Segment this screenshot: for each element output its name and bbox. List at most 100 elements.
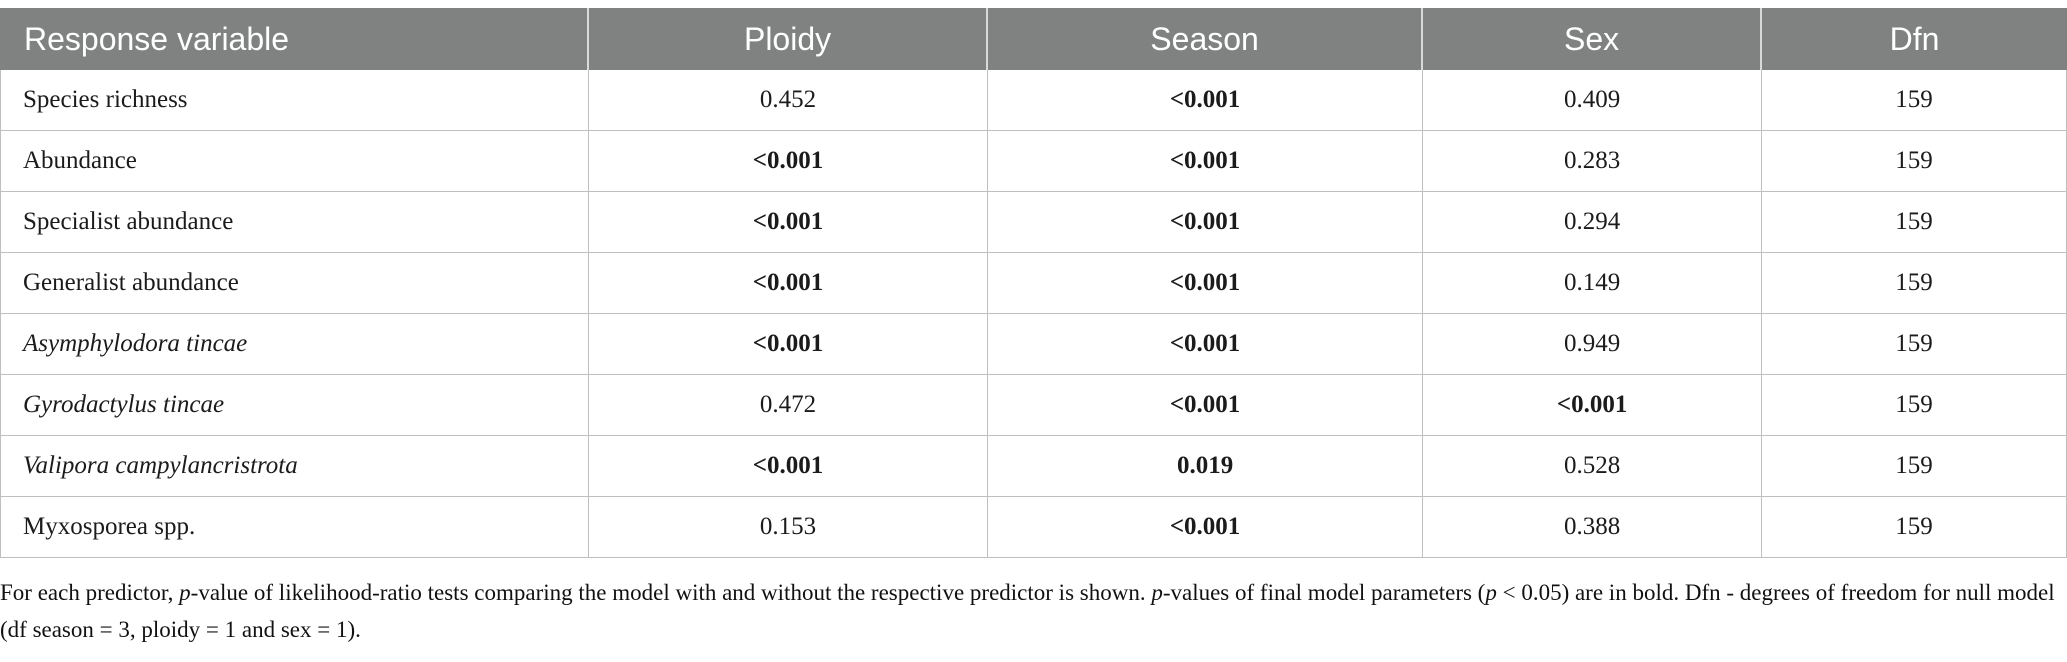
sex-value-cell: 0.949 <box>1423 314 1763 375</box>
sex-value-cell: 0.528 <box>1423 436 1763 497</box>
row-label: Abundance <box>23 147 137 174</box>
response-variable-cell: Myxosporea spp. <box>0 497 590 558</box>
row-label: Species richness <box>23 86 188 113</box>
cell-value: 0.149 <box>1563 269 1621 296</box>
dfn-value-cell: 159 <box>1762 436 2067 497</box>
cell-value: <0.001 <box>1169 269 1241 296</box>
caption-text: < 0.05) are in bold. Dfn - degrees of fr… <box>0 580 2055 642</box>
cell-value: 159 <box>1895 391 1933 418</box>
season-value-cell: <0.001 <box>988 375 1424 436</box>
table-row: Asymphylodora tincae <0.001 <0.001 0.949… <box>0 314 2067 375</box>
results-table: Response variable Ploidy Season Sex Dfn … <box>0 8 2067 558</box>
response-variable-cell: Generalist abundance <box>0 253 590 314</box>
season-value-cell: <0.001 <box>988 131 1424 192</box>
dfn-value-cell: 159 <box>1762 192 2067 253</box>
table-body: Species richness 0.452 <0.001 0.409 159 … <box>0 70 2067 558</box>
cell-value: <0.001 <box>1169 147 1241 174</box>
ploidy-value-cell: <0.001 <box>589 436 989 497</box>
row-label: Asymphylodora tincae <box>23 330 248 357</box>
column-header-ploidy: Ploidy <box>589 8 989 70</box>
season-value-cell: <0.001 <box>988 192 1424 253</box>
cell-value: 159 <box>1895 452 1933 479</box>
season-value-cell: <0.001 <box>988 497 1424 558</box>
cell-value: 159 <box>1895 269 1933 296</box>
cell-value: 0.283 <box>1563 147 1621 174</box>
cell-value: 159 <box>1895 208 1933 235</box>
cell-value: 0.294 <box>1563 208 1621 235</box>
cell-value: 159 <box>1895 513 1933 540</box>
table-header: Response variable Ploidy Season Sex Dfn <box>0 8 2067 70</box>
header-row: Response variable Ploidy Season Sex Dfn <box>0 8 2067 70</box>
cell-value: 159 <box>1895 86 1933 113</box>
cell-value: 0.452 <box>759 86 817 113</box>
table-row: Specialist abundance <0.001 <0.001 0.294… <box>0 192 2067 253</box>
sex-value-cell: 0.388 <box>1423 497 1763 558</box>
cell-value: 159 <box>1895 147 1933 174</box>
response-variable-cell: Abundance <box>0 131 590 192</box>
dfn-value-cell: 159 <box>1762 253 2067 314</box>
cell-value: 159 <box>1895 330 1933 357</box>
table-row: Valipora campylancristrota <0.001 0.019 … <box>0 436 2067 497</box>
table-row: Species richness 0.452 <0.001 0.409 159 <box>0 70 2067 131</box>
ploidy-value-cell: <0.001 <box>589 131 989 192</box>
sex-value-cell: 0.149 <box>1423 253 1763 314</box>
sex-value-cell: 0.283 <box>1423 131 1763 192</box>
cell-value: 0.388 <box>1563 513 1621 540</box>
ploidy-value-cell: <0.001 <box>589 253 989 314</box>
column-header-label: Sex <box>1564 20 1620 57</box>
page: Response variable Ploidy Season Sex Dfn … <box>0 8 2067 648</box>
row-label: Specialist abundance <box>23 208 234 235</box>
cell-value: <0.001 <box>752 452 824 479</box>
response-variable-cell: Species richness <box>0 70 590 131</box>
dfn-value-cell: 159 <box>1762 131 2067 192</box>
caption-text: p <box>1151 580 1163 605</box>
cell-value: 0.949 <box>1563 330 1621 357</box>
ploidy-value-cell: 0.153 <box>589 497 989 558</box>
season-value-cell: <0.001 <box>988 70 1424 131</box>
season-value-cell: <0.001 <box>988 314 1424 375</box>
response-variable-cell: Valipora campylancristrota <box>0 436 590 497</box>
sex-value-cell: 0.409 <box>1423 70 1763 131</box>
cell-value: <0.001 <box>1169 86 1241 113</box>
cell-value: <0.001 <box>1556 391 1628 418</box>
column-header-label: Ploidy <box>743 20 832 57</box>
column-header-response-variable: Response variable <box>0 8 590 70</box>
table-row: Gyrodactylus tincae 0.472 <0.001 <0.001 … <box>0 375 2067 436</box>
response-variable-cell: Gyrodactylus tincae <box>0 375 590 436</box>
row-label: Valipora campylancristrota <box>23 452 298 479</box>
cell-value: <0.001 <box>1169 330 1241 357</box>
cell-value: <0.001 <box>752 269 824 296</box>
cell-value: <0.001 <box>752 330 824 357</box>
column-header-label: Response variable <box>24 20 290 57</box>
row-label: Gyrodactylus tincae <box>23 391 225 418</box>
table-row: Abundance <0.001 <0.001 0.283 159 <box>0 131 2067 192</box>
dfn-value-cell: 159 <box>1762 70 2067 131</box>
sex-value-cell: <0.001 <box>1423 375 1763 436</box>
column-header-label: Season <box>1150 20 1259 57</box>
row-label: Myxosporea spp. <box>23 513 196 540</box>
ploidy-value-cell: <0.001 <box>589 314 989 375</box>
dfn-value-cell: 159 <box>1762 375 2067 436</box>
dfn-value-cell: 159 <box>1762 497 2067 558</box>
cell-value: <0.001 <box>1169 391 1241 418</box>
sex-value-cell: 0.294 <box>1423 192 1763 253</box>
response-variable-cell: Asymphylodora tincae <box>0 314 590 375</box>
caption-text: p <box>1485 580 1497 605</box>
cell-value: 0.409 <box>1563 86 1621 113</box>
season-value-cell: <0.001 <box>988 253 1424 314</box>
row-label: Generalist abundance <box>23 269 239 296</box>
cell-value: <0.001 <box>752 208 824 235</box>
cell-value: 0.528 <box>1563 452 1621 479</box>
dfn-value-cell: 159 <box>1762 314 2067 375</box>
cell-value: <0.001 <box>1169 513 1241 540</box>
cell-value: 0.472 <box>759 391 817 418</box>
column-header-dfn: Dfn <box>1762 8 2067 70</box>
column-header-label: Dfn <box>1889 20 1940 57</box>
season-value-cell: 0.019 <box>988 436 1424 497</box>
column-header-season: Season <box>988 8 1424 70</box>
cell-value: <0.001 <box>1169 208 1241 235</box>
cell-value: 0.019 <box>1176 452 1234 479</box>
caption-text: -values of final model parameters ( <box>1162 580 1486 605</box>
column-header-sex: Sex <box>1423 8 1763 70</box>
caption-text: For each predictor, <box>0 580 180 605</box>
